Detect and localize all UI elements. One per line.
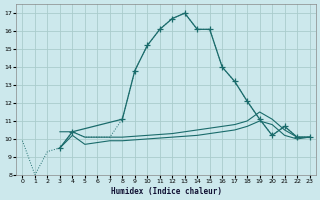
X-axis label: Humidex (Indice chaleur): Humidex (Indice chaleur) bbox=[110, 187, 221, 196]
